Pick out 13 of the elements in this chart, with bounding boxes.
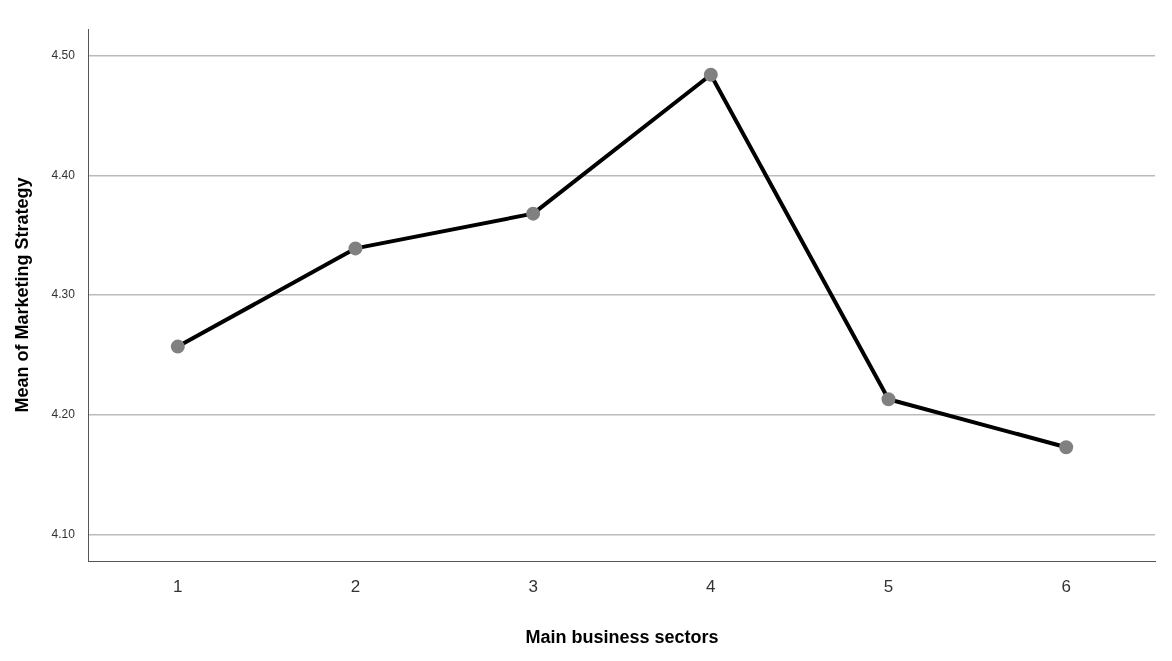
x-tick-label: 4 (706, 576, 716, 596)
y-tick-label: 4.50 (51, 47, 76, 62)
x-tick-label: 3 (528, 576, 538, 596)
y-axis-title: Mean of Marketing Strategy (11, 177, 32, 413)
y-tick-label: 4.20 (51, 407, 76, 422)
y-tick-label: 4.40 (51, 167, 76, 182)
y-tick-label: 4.30 (51, 287, 76, 302)
x-axis-title: Main business sectors (525, 627, 719, 648)
x-tick-label: 2 (350, 576, 361, 596)
y-tick-label: 4.10 (51, 526, 76, 541)
x-tick-label: 1 (173, 576, 183, 596)
x-tick-label: 5 (883, 576, 894, 596)
x-tick-label: 6 (1061, 576, 1071, 596)
